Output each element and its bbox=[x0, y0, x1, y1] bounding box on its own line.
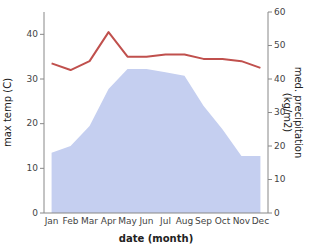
y2-tick bbox=[268, 179, 272, 180]
x-tick-label: Apr bbox=[101, 216, 117, 226]
x-tick-label: Jul bbox=[159, 216, 171, 226]
y-axis-title: max temp (C) bbox=[2, 78, 13, 147]
y2-tick bbox=[268, 213, 272, 214]
x-tick-label: May bbox=[118, 216, 137, 226]
precipitation-area bbox=[52, 69, 261, 213]
plot-area bbox=[52, 32, 261, 213]
x-tick-label: Dec bbox=[252, 216, 269, 226]
y2-tick-label: 20 bbox=[274, 141, 286, 151]
x-tick-label: Feb bbox=[63, 216, 79, 226]
y-axis-line bbox=[44, 12, 45, 213]
y-tick-label: 10 bbox=[27, 163, 39, 173]
y2-tick bbox=[268, 12, 272, 13]
y2-axis-title-line: med. precipitation bbox=[293, 67, 304, 159]
temperature-line bbox=[52, 32, 261, 70]
y2-tick bbox=[268, 146, 272, 147]
y-tick bbox=[40, 79, 44, 80]
y2-tick-label: 10 bbox=[274, 174, 286, 184]
x-axis-title: date (month) bbox=[119, 233, 193, 244]
x-tick-label: Sep bbox=[195, 216, 212, 226]
y-tick bbox=[40, 34, 44, 35]
y2-tick-label: 60 bbox=[274, 7, 286, 17]
chart: 0102030400102030405060JanFebMarAprMayJun… bbox=[0, 0, 318, 247]
x-tick-label: Jun bbox=[138, 216, 153, 226]
x-tick-label: Mar bbox=[81, 216, 98, 226]
y-tick bbox=[40, 213, 44, 214]
y-tick bbox=[40, 168, 44, 169]
x-tick-label: Aug bbox=[176, 216, 194, 226]
x-tick-label: Jan bbox=[44, 216, 59, 226]
y2-axis-title: med. precipitation(kg/m2) bbox=[282, 67, 305, 159]
x-tick-label: Nov bbox=[233, 216, 251, 226]
y-tick-label: 30 bbox=[27, 74, 39, 84]
y2-tick-label: 40 bbox=[274, 74, 286, 84]
y2-tick-label: 0 bbox=[274, 208, 280, 218]
y2-tick bbox=[268, 112, 272, 113]
x-axis-line bbox=[44, 213, 268, 214]
y-tick-label: 20 bbox=[27, 118, 39, 128]
y-tick bbox=[40, 123, 44, 124]
y-tick-label: 40 bbox=[27, 29, 39, 39]
y2-axis-title-line: (kg/m2) bbox=[282, 93, 293, 133]
y2-tick bbox=[268, 45, 272, 46]
x-tick-label: Oct bbox=[215, 216, 231, 226]
y-tick-label: 0 bbox=[32, 208, 38, 218]
y2-tick bbox=[268, 79, 272, 80]
y2-tick-label: 50 bbox=[274, 40, 286, 50]
